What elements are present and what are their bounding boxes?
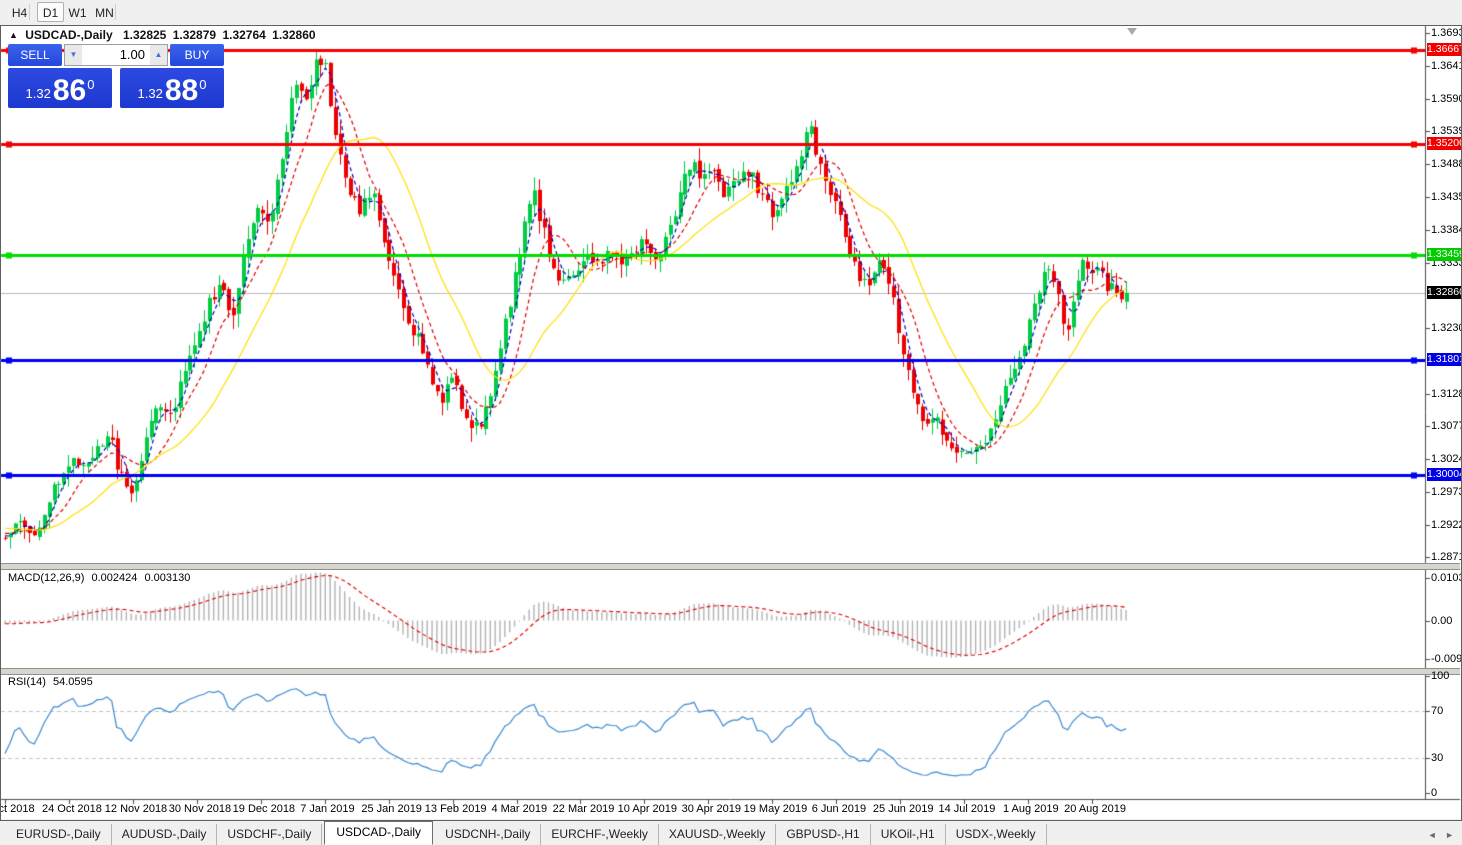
tab-usdchf-daily[interactable]: USDCHF-,Daily [217,824,323,845]
chart-title: ▲ USDCAD-,Daily 1.32825 1.32879 1.32764 … [9,28,316,42]
ohlc-open: 1.32825 [122,28,167,42]
sell-button[interactable]: SELL [8,44,62,66]
date-axis-label: 25 Jun 2019 [872,803,934,815]
price-axis-label: 1.35900 [1431,93,1462,105]
hline-price-badge: 1.30004 [1427,468,1462,481]
date-axis-label: 7 Jan 2019 [300,803,355,815]
rsi-axis-label: 30 [1431,752,1444,764]
volume-input[interactable]: 1.00 [82,45,150,65]
price-axis-label: 1.31280 [1431,388,1462,400]
sell-price-big: 86 [52,74,87,107]
buy-price-sup: 0 [199,77,207,92]
date-axis-label: 24 Oct 2018 [41,803,102,815]
timeframe-button-w1[interactable]: W1 [68,6,87,20]
sell-price-base: 1.32 [25,86,51,101]
hline-price-badge: 1.31801 [1427,353,1462,366]
price-axis-label: 1.34880 [1431,158,1462,170]
rsi-axis-label: 0 [1431,787,1438,799]
price-axis-label: 1.29225 [1431,519,1462,531]
tab-usdcnh-daily[interactable]: USDCNH-,Daily [435,824,542,845]
date-axis-label: 19 May 2019 [743,803,808,815]
price-axis-label: 1.33845 [1431,224,1462,236]
price-axis-label: 1.30770 [1431,420,1462,432]
tab-usdcad-daily[interactable]: USDCAD-,Daily [324,821,434,845]
date-axis-label: 13 Feb 2019 [424,803,487,815]
hline-price-badge: 1.35200 [1427,137,1462,150]
macd-axis-label: -0.009203 [1431,653,1462,665]
macd-axis-label: 0.00 [1431,615,1453,627]
price-axis-label: 1.28715 [1431,551,1462,563]
current-price-badge: 1.32860 [1427,286,1462,299]
buy-button[interactable]: BUY [170,44,224,66]
price-axis-label: 1.29735 [1431,486,1462,498]
macd-panel-splitter[interactable] [1,563,1460,570]
tab-scroll-left-icon[interactable]: ◄ [1427,830,1437,840]
price-axis-label: 1.36935 [1431,27,1462,39]
timeframe-toolbar: H4 D1 W1 MN [0,0,1462,26]
date-axis-label: 14 Jul 2019 [938,803,996,815]
date-axis-label: 22 Mar 2019 [552,803,615,815]
date-axis-label: 30 Nov 2018 [168,803,232,815]
rsi-axis-label: 100 [1431,670,1450,682]
volume-decrease-icon[interactable]: ▼ [65,45,82,65]
rsi-axis-label: 70 [1431,705,1444,717]
date-axis-label: 5 Oct 2018 [0,803,35,815]
date-axis-label: 25 Jan 2019 [361,803,422,815]
price-axis-label: 1.36410 [1431,60,1462,72]
tab-xauusd-weekly[interactable]: XAUUSD-,Weekly [659,824,777,845]
timeframe-button-h4[interactable]: H4 [11,6,28,20]
chart-shift-marker-icon[interactable] [1127,28,1137,35]
rsi-panel-splitter[interactable] [1,668,1460,675]
buy-price-big: 88 [164,74,199,107]
buy-price-base: 1.32 [137,86,163,101]
tab-eurusd-daily[interactable]: EURUSD-,Daily [6,824,112,845]
tab-audusd-daily[interactable]: AUDUSD-,Daily [112,824,218,845]
sell-price-button[interactable]: 1.32 86 0 [8,68,112,108]
date-axis-label: 30 Apr 2019 [681,803,741,815]
tab-usdx-weekly[interactable]: USDX-,Weekly [946,824,1047,845]
volume-spinner: ▼ 1.00 ▲ [64,44,168,66]
buy-price-button[interactable]: 1.32 88 0 [120,68,224,108]
date-axis-label: 6 Jun 2019 [811,803,867,815]
timeframe-button-mn[interactable]: MN [95,6,114,20]
price-axis-label: 1.35390 [1431,125,1462,137]
hline-price-badge: 1.36667 [1427,43,1462,56]
price-axis-label: 1.32300 [1431,322,1462,334]
tab-ukoil-h1[interactable]: UKOil-,H1 [871,824,946,845]
tab-eurchf-weekly[interactable]: EURCHF-,Weekly [541,824,659,845]
ohlc-close: 1.32860 [272,28,316,42]
hline-price-badge: 1.33459 [1427,248,1462,261]
tab-gbpusd-h1[interactable]: GBPUSD-,H1 [776,824,871,845]
price-axis-label: 1.30245 [1431,453,1462,465]
one-click-trading-panel: SELL ▼ 1.00 ▲ BUY 1.32 86 0 1.32 88 0 [8,44,224,108]
ohlc-low: 1.32764 [222,28,266,42]
date-axis-label: 4 Mar 2019 [491,803,548,815]
macd-label: MACD(12,26,9) 0.002424 0.003130 [8,572,191,584]
price-axis-label: 1.34355 [1431,191,1462,203]
sell-price-sup: 0 [87,77,95,92]
macd-axis-label: 0.010311 [1431,572,1462,584]
date-axis-label: 19 Dec 2018 [232,803,296,815]
toolbar-divider [29,4,30,20]
collapse-panel-icon[interactable]: ▲ [9,30,18,40]
tab-scroll-right-icon[interactable]: ► [1445,830,1454,840]
date-axis-label: 10 Apr 2019 [617,803,678,815]
toolbar-divider [115,4,116,20]
ohlc-high: 1.32879 [172,28,217,42]
date-axis-label: 1 Aug 2019 [1002,803,1059,815]
rsi-label: RSI(14) 54.0595 [8,676,93,688]
date-axis-label: 20 Aug 2019 [1064,803,1126,815]
date-axis-label: 12 Nov 2018 [104,803,168,815]
volume-increase-icon[interactable]: ▲ [150,45,167,65]
chart-symbol-period: USDCAD-,Daily [25,28,113,42]
chart-tab-bar: EURUSD-,Daily AUDUSD-,Daily USDCHF-,Daily U… [0,820,1462,845]
tab-scroll-nav: ◄ ► [1422,830,1454,845]
timeframe-button-d1[interactable]: D1 [37,2,64,22]
